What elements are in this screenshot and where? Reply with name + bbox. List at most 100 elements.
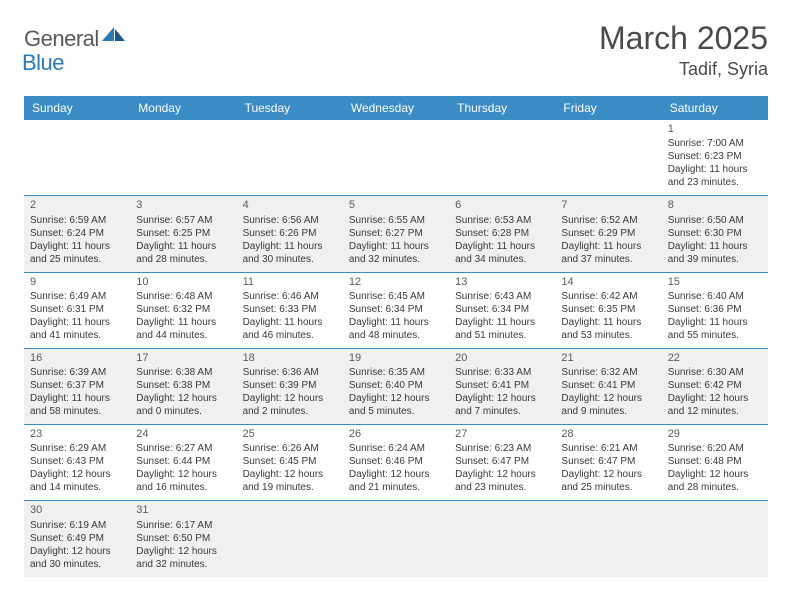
- day-number: 23: [30, 427, 124, 441]
- day-number: 21: [561, 351, 655, 365]
- empty-day-cell: [343, 120, 449, 196]
- sunrise-text: Sunrise: 6:24 AM: [349, 442, 443, 455]
- sunset-text: Sunset: 6:37 PM: [30, 379, 124, 392]
- sunrise-text: Sunrise: 6:27 AM: [136, 442, 230, 455]
- daylight-text: Daylight: 12 hours and 19 minutes.: [243, 468, 337, 494]
- sunrise-text: Sunrise: 6:30 AM: [668, 366, 762, 379]
- day-number: 30: [30, 503, 124, 517]
- daylight-text: Daylight: 11 hours and 32 minutes.: [349, 240, 443, 266]
- sunset-text: Sunset: 6:41 PM: [561, 379, 655, 392]
- sunrise-text: Sunrise: 6:20 AM: [668, 442, 762, 455]
- sunrise-text: Sunrise: 6:50 AM: [668, 214, 762, 227]
- day-number: 29: [668, 427, 762, 441]
- day-number: 22: [668, 351, 762, 365]
- sunrise-text: Sunrise: 6:45 AM: [349, 290, 443, 303]
- sunrise-text: Sunrise: 6:56 AM: [243, 214, 337, 227]
- day-number: 27: [455, 427, 549, 441]
- sunrise-text: Sunrise: 6:36 AM: [243, 366, 337, 379]
- sunset-text: Sunset: 6:23 PM: [668, 150, 762, 163]
- empty-day-cell: [662, 501, 768, 577]
- empty-day-cell: [130, 120, 236, 196]
- daylight-text: Daylight: 12 hours and 0 minutes.: [136, 392, 230, 418]
- calendar-week-row: 1Sunrise: 7:00 AMSunset: 6:23 PMDaylight…: [24, 120, 768, 196]
- day-cell: 27Sunrise: 6:23 AMSunset: 6:47 PMDayligh…: [449, 425, 555, 501]
- sunset-text: Sunset: 6:38 PM: [136, 379, 230, 392]
- day-number: 15: [668, 275, 762, 289]
- day-number: 9: [30, 275, 124, 289]
- day-cell: 19Sunrise: 6:35 AMSunset: 6:40 PMDayligh…: [343, 348, 449, 424]
- day-cell: 1Sunrise: 7:00 AMSunset: 6:23 PMDaylight…: [662, 120, 768, 196]
- sunrise-text: Sunrise: 6:38 AM: [136, 366, 230, 379]
- day-cell: 16Sunrise: 6:39 AMSunset: 6:37 PMDayligh…: [24, 348, 130, 424]
- location: Tadif, Syria: [599, 59, 768, 80]
- daylight-text: Daylight: 11 hours and 53 minutes.: [561, 316, 655, 342]
- day-number: 3: [136, 198, 230, 212]
- daylight-text: Daylight: 11 hours and 23 minutes.: [668, 163, 762, 189]
- daylight-text: Daylight: 12 hours and 30 minutes.: [30, 545, 124, 571]
- daylight-text: Daylight: 12 hours and 7 minutes.: [455, 392, 549, 418]
- sunset-text: Sunset: 6:43 PM: [30, 455, 124, 468]
- day-header-friday: Friday: [555, 96, 661, 120]
- sunset-text: Sunset: 6:31 PM: [30, 303, 124, 316]
- day-header-thursday: Thursday: [449, 96, 555, 120]
- sunset-text: Sunset: 6:41 PM: [455, 379, 549, 392]
- sunrise-text: Sunrise: 6:43 AM: [455, 290, 549, 303]
- sunset-text: Sunset: 6:42 PM: [668, 379, 762, 392]
- sunrise-text: Sunrise: 6:39 AM: [30, 366, 124, 379]
- daylight-text: Daylight: 12 hours and 23 minutes.: [455, 468, 549, 494]
- sunset-text: Sunset: 6:28 PM: [455, 227, 549, 240]
- day-header-wednesday: Wednesday: [343, 96, 449, 120]
- sunset-text: Sunset: 6:48 PM: [668, 455, 762, 468]
- calendar-week-row: 2Sunrise: 6:59 AMSunset: 6:24 PMDaylight…: [24, 196, 768, 272]
- day-cell: 25Sunrise: 6:26 AMSunset: 6:45 PMDayligh…: [237, 425, 343, 501]
- sunrise-text: Sunrise: 6:55 AM: [349, 214, 443, 227]
- sunrise-text: Sunrise: 6:17 AM: [136, 519, 230, 532]
- sunset-text: Sunset: 6:36 PM: [668, 303, 762, 316]
- sunset-text: Sunset: 6:30 PM: [668, 227, 762, 240]
- day-header-tuesday: Tuesday: [237, 96, 343, 120]
- sunset-text: Sunset: 6:39 PM: [243, 379, 337, 392]
- day-number: 14: [561, 275, 655, 289]
- sunset-text: Sunset: 6:47 PM: [455, 455, 549, 468]
- day-cell: 17Sunrise: 6:38 AMSunset: 6:38 PMDayligh…: [130, 348, 236, 424]
- calendar-week-row: 9Sunrise: 6:49 AMSunset: 6:31 PMDaylight…: [24, 272, 768, 348]
- daylight-text: Daylight: 11 hours and 41 minutes.: [30, 316, 124, 342]
- empty-day-cell: [449, 120, 555, 196]
- sunset-text: Sunset: 6:35 PM: [561, 303, 655, 316]
- calendar-table: Sunday Monday Tuesday Wednesday Thursday…: [24, 96, 768, 577]
- day-cell: 23Sunrise: 6:29 AMSunset: 6:43 PMDayligh…: [24, 425, 130, 501]
- day-number: 11: [243, 275, 337, 289]
- day-cell: 3Sunrise: 6:57 AMSunset: 6:25 PMDaylight…: [130, 196, 236, 272]
- day-cell: 24Sunrise: 6:27 AMSunset: 6:44 PMDayligh…: [130, 425, 236, 501]
- day-cell: 14Sunrise: 6:42 AMSunset: 6:35 PMDayligh…: [555, 272, 661, 348]
- empty-day-cell: [237, 501, 343, 577]
- day-number: 25: [243, 427, 337, 441]
- day-cell: 5Sunrise: 6:55 AMSunset: 6:27 PMDaylight…: [343, 196, 449, 272]
- day-cell: 7Sunrise: 6:52 AMSunset: 6:29 PMDaylight…: [555, 196, 661, 272]
- sunset-text: Sunset: 6:49 PM: [30, 532, 124, 545]
- day-cell: 10Sunrise: 6:48 AMSunset: 6:32 PMDayligh…: [130, 272, 236, 348]
- sunrise-text: Sunrise: 6:42 AM: [561, 290, 655, 303]
- sunset-text: Sunset: 6:45 PM: [243, 455, 337, 468]
- sunrise-text: Sunrise: 6:32 AM: [561, 366, 655, 379]
- daylight-text: Daylight: 11 hours and 39 minutes.: [668, 240, 762, 266]
- logo: General: [24, 26, 127, 52]
- sunset-text: Sunset: 6:29 PM: [561, 227, 655, 240]
- sunset-text: Sunset: 6:47 PM: [561, 455, 655, 468]
- empty-day-cell: [343, 501, 449, 577]
- day-number: 16: [30, 351, 124, 365]
- day-cell: 26Sunrise: 6:24 AMSunset: 6:46 PMDayligh…: [343, 425, 449, 501]
- sunrise-text: Sunrise: 6:26 AM: [243, 442, 337, 455]
- day-cell: 28Sunrise: 6:21 AMSunset: 6:47 PMDayligh…: [555, 425, 661, 501]
- daylight-text: Daylight: 12 hours and 9 minutes.: [561, 392, 655, 418]
- header: General March 2025 Tadif, Syria: [24, 20, 768, 80]
- day-number: 6: [455, 198, 549, 212]
- day-cell: 9Sunrise: 6:49 AMSunset: 6:31 PMDaylight…: [24, 272, 130, 348]
- day-number: 8: [668, 198, 762, 212]
- day-number: 7: [561, 198, 655, 212]
- logo-sail-icon: [101, 25, 127, 48]
- day-cell: 4Sunrise: 6:56 AMSunset: 6:26 PMDaylight…: [237, 196, 343, 272]
- sunset-text: Sunset: 6:33 PM: [243, 303, 337, 316]
- day-number: 24: [136, 427, 230, 441]
- daylight-text: Daylight: 11 hours and 51 minutes.: [455, 316, 549, 342]
